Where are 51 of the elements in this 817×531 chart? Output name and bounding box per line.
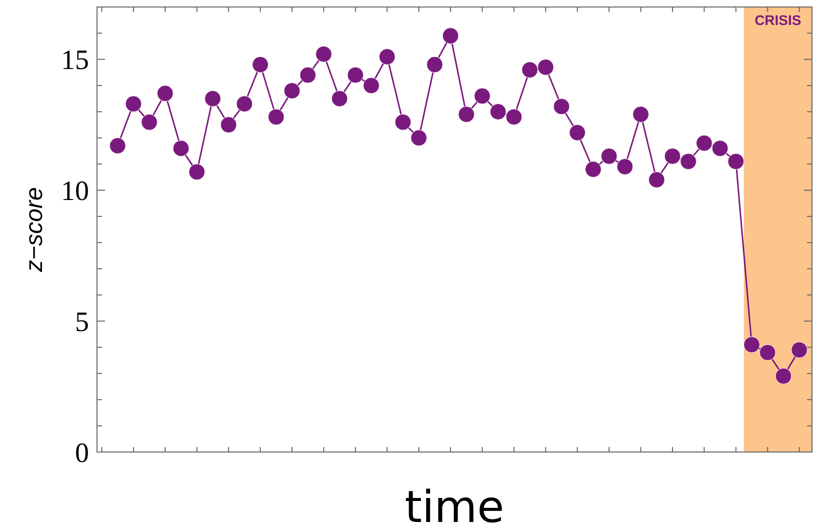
point bbox=[156, 85, 174, 102]
point bbox=[744, 336, 760, 353]
y-tick-label: 10 bbox=[61, 176, 89, 208]
point bbox=[474, 88, 490, 104]
point bbox=[791, 342, 808, 358]
point bbox=[204, 90, 221, 107]
point bbox=[347, 66, 364, 84]
point bbox=[426, 56, 443, 73]
point bbox=[522, 62, 538, 78]
point bbox=[680, 153, 697, 170]
point bbox=[363, 77, 380, 94]
point bbox=[569, 124, 586, 141]
point bbox=[600, 148, 618, 164]
y-tick-label: 15 bbox=[61, 45, 89, 76]
point bbox=[410, 130, 428, 146]
point bbox=[236, 96, 253, 112]
point bbox=[172, 140, 190, 157]
point bbox=[378, 48, 396, 65]
point bbox=[268, 108, 284, 126]
point bbox=[252, 56, 269, 73]
point bbox=[616, 158, 634, 175]
y-tick-label: 5 bbox=[75, 306, 89, 338]
point bbox=[696, 134, 712, 152]
point bbox=[331, 90, 348, 107]
point bbox=[712, 140, 728, 157]
point bbox=[188, 164, 206, 180]
point bbox=[109, 137, 126, 154]
point bbox=[490, 103, 506, 120]
point bbox=[553, 98, 570, 115]
point bbox=[315, 46, 332, 62]
point bbox=[584, 161, 602, 178]
x-axis-title: time bbox=[404, 482, 504, 531]
point bbox=[728, 153, 744, 170]
point bbox=[664, 148, 681, 164]
point bbox=[284, 82, 300, 100]
point bbox=[648, 172, 665, 188]
annotation: CRISIS bbox=[754, 12, 802, 28]
point bbox=[632, 106, 650, 123]
point bbox=[442, 28, 459, 44]
point bbox=[125, 96, 142, 112]
point bbox=[220, 116, 237, 134]
point bbox=[141, 114, 158, 130]
y-tick-label: 0 bbox=[75, 438, 89, 469]
point bbox=[458, 106, 475, 123]
point bbox=[537, 58, 554, 76]
point bbox=[506, 108, 522, 126]
point bbox=[775, 368, 792, 384]
point bbox=[759, 344, 776, 361]
y-axis-title: z−score bbox=[21, 187, 48, 273]
point bbox=[394, 114, 412, 130]
point bbox=[300, 66, 316, 84]
